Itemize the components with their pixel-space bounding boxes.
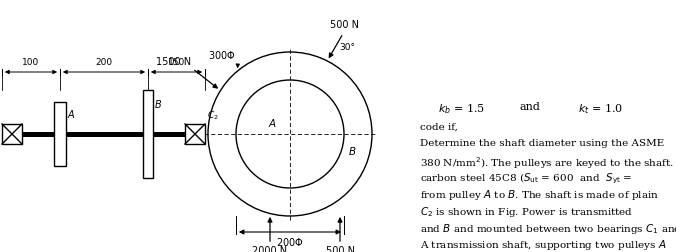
- Text: $k_b$ = 1.5: $k_b$ = 1.5: [438, 102, 485, 116]
- Text: 380 N/mm$^2$). The pulleys are keyed to the shaft.: 380 N/mm$^2$). The pulleys are keyed to …: [420, 155, 674, 171]
- Text: 300$\Phi$: 300$\Phi$: [208, 49, 236, 61]
- Text: A: A: [68, 110, 74, 120]
- Text: 2000 N: 2000 N: [252, 246, 287, 252]
- Text: B: B: [348, 147, 356, 157]
- Text: $k_t$ = 1.0: $k_t$ = 1.0: [578, 102, 623, 116]
- Bar: [54, 102, 66, 166]
- Bar: [143, 90, 153, 178]
- Text: and $B$ and mounted between two bearings $C_1$ and: and $B$ and mounted between two bearings…: [420, 222, 676, 236]
- Text: 200: 200: [95, 58, 113, 67]
- Text: 1500 N: 1500 N: [156, 56, 191, 67]
- Text: 150: 150: [168, 58, 185, 67]
- Text: code if,: code if,: [420, 122, 458, 132]
- Text: A transmission shaft, supporting two pulleys $A$: A transmission shaft, supporting two pul…: [420, 238, 667, 252]
- Text: $C_2$: $C_2$: [207, 110, 219, 122]
- Text: Determine the shaft diameter using the ASME: Determine the shaft diameter using the A…: [420, 139, 665, 148]
- Text: 500 N: 500 N: [326, 246, 354, 252]
- Bar: [2, 124, 22, 144]
- Text: 30°: 30°: [339, 43, 355, 52]
- Text: 500 N: 500 N: [330, 20, 359, 30]
- Text: 100: 100: [22, 58, 40, 67]
- Bar: [185, 124, 205, 144]
- Text: and: and: [520, 102, 541, 112]
- Text: 200$\Phi$: 200$\Phi$: [276, 236, 304, 248]
- Text: B: B: [155, 100, 162, 110]
- Text: carbon steel 45C8 ($S_\mathrm{ut}$ = 600  and  $S_\mathrm{yt}$ =: carbon steel 45C8 ($S_\mathrm{ut}$ = 600…: [420, 172, 632, 186]
- Text: from pulley $A$ to $B$. The shaft is made of plain: from pulley $A$ to $B$. The shaft is mad…: [420, 188, 659, 203]
- Text: A: A: [268, 119, 276, 129]
- Text: $C_2$ is shown in Fig. Power is transmitted: $C_2$ is shown in Fig. Power is transmit…: [420, 205, 633, 219]
